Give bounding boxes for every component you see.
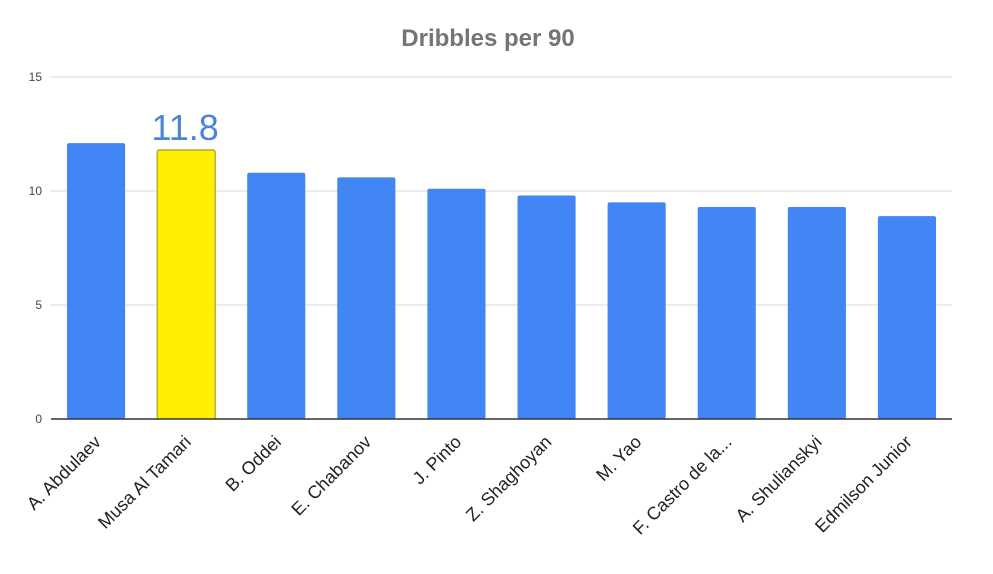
- y-tick-label: 10: [29, 184, 43, 198]
- x-category-label: Z. Shaghoyan: [462, 432, 555, 525]
- x-category-label: J. Pinto: [409, 432, 466, 489]
- x-category-label: M. Yao: [592, 432, 645, 485]
- data-label: 11.8: [151, 107, 218, 148]
- x-category-label: Musa Al Tamari: [94, 432, 195, 533]
- x-category-label: E. Chabanov: [287, 432, 375, 520]
- bar: [337, 177, 396, 419]
- y-tick-label: 5: [35, 298, 42, 312]
- bars: [66, 143, 937, 420]
- x-category-label: A. Shulianskyi: [732, 432, 826, 526]
- bar: [517, 195, 576, 419]
- y-axis-ticks: 0 5 10 15: [29, 70, 43, 426]
- bar: [66, 143, 126, 419]
- bar-highlighted: [156, 149, 216, 420]
- y-tick-label: 0: [35, 412, 42, 426]
- y-tick-label: 15: [29, 70, 43, 84]
- x-category-label: A. Abdulaev: [23, 432, 105, 514]
- data-labels: 11.8: [151, 107, 218, 148]
- x-category-label: Edmilson Junior: [811, 432, 916, 537]
- bar: [427, 188, 486, 419]
- bar: [607, 202, 666, 419]
- x-category-label: F. Castro de la...: [629, 432, 736, 539]
- bar: [787, 206, 846, 419]
- x-category-label: B. Oddei: [221, 432, 285, 496]
- chart-title: Dribbles per 90: [401, 25, 574, 52]
- bar: [247, 172, 306, 419]
- bar: [697, 206, 756, 419]
- bar: [877, 216, 937, 419]
